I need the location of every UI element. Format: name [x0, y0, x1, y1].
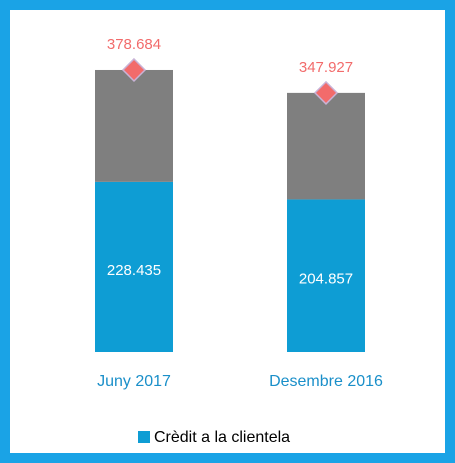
bar-segment: [287, 92, 365, 200]
data-label: 204.857: [299, 271, 353, 288]
total-marker: [121, 57, 147, 83]
total-marker: [313, 80, 339, 105]
bar-segment: [287, 199, 365, 352]
bar-segment: [95, 69, 173, 182]
legend-label: Crèdit a la clientela: [154, 429, 290, 446]
total-label: 347.927: [299, 59, 353, 76]
data-label: 228.435: [107, 262, 161, 279]
bar-segment: [95, 181, 173, 352]
x-tick-label: Juny 2017: [97, 373, 171, 390]
legend-swatch: [138, 431, 150, 443]
total-label: 378.684: [107, 36, 161, 53]
x-tick-label: Desembre 2016: [269, 373, 383, 390]
